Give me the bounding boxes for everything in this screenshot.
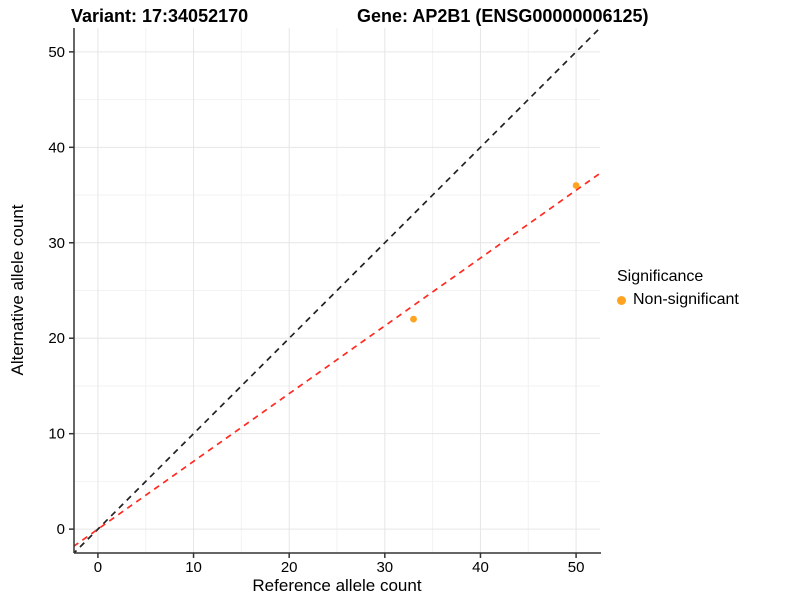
data-point bbox=[410, 315, 417, 323]
y-tick-label: 20 bbox=[48, 330, 65, 347]
x-axis-title: Reference allele count bbox=[252, 576, 422, 595]
x-tick-label: 50 bbox=[568, 559, 585, 576]
variant-title: Variant: 17:34052170 bbox=[71, 6, 249, 26]
x-tick-label: 40 bbox=[472, 559, 489, 576]
gene-title: Gene: AP2B1 (ENSG00000006125) bbox=[357, 6, 649, 26]
y-tick-label: 40 bbox=[48, 139, 65, 156]
legend: Significance Non-significant bbox=[617, 268, 739, 309]
tick-marks: 0 10 20 30 40 50 0 10 20 30 40 50 bbox=[48, 44, 584, 576]
reference-lines bbox=[74, 28, 600, 553]
legend-point-icon bbox=[617, 295, 626, 305]
legend-title: Significance bbox=[617, 268, 704, 285]
grid-minor bbox=[74, 28, 600, 553]
y-tick-label: 10 bbox=[48, 426, 65, 443]
y-tick-label: 0 bbox=[57, 521, 65, 538]
data-point bbox=[572, 182, 580, 189]
y-axis-title: Alternative allele count bbox=[8, 204, 27, 376]
identity-line bbox=[74, 28, 600, 553]
data-points bbox=[410, 182, 580, 323]
axes bbox=[73, 28, 601, 554]
x-tick-label: 30 bbox=[376, 559, 393, 576]
x-tick-label: 10 bbox=[185, 559, 202, 576]
legend-item-non-significant: Non-significant bbox=[617, 291, 739, 309]
x-tick-label: 20 bbox=[281, 559, 298, 576]
expected-ratio-line bbox=[74, 172, 600, 548]
y-tick-label: 50 bbox=[48, 44, 65, 61]
legend-item-label: Non-significant bbox=[633, 291, 739, 308]
y-tick-label: 30 bbox=[48, 235, 65, 252]
x-tick-label: 0 bbox=[94, 559, 102, 576]
grid-major bbox=[74, 28, 600, 553]
